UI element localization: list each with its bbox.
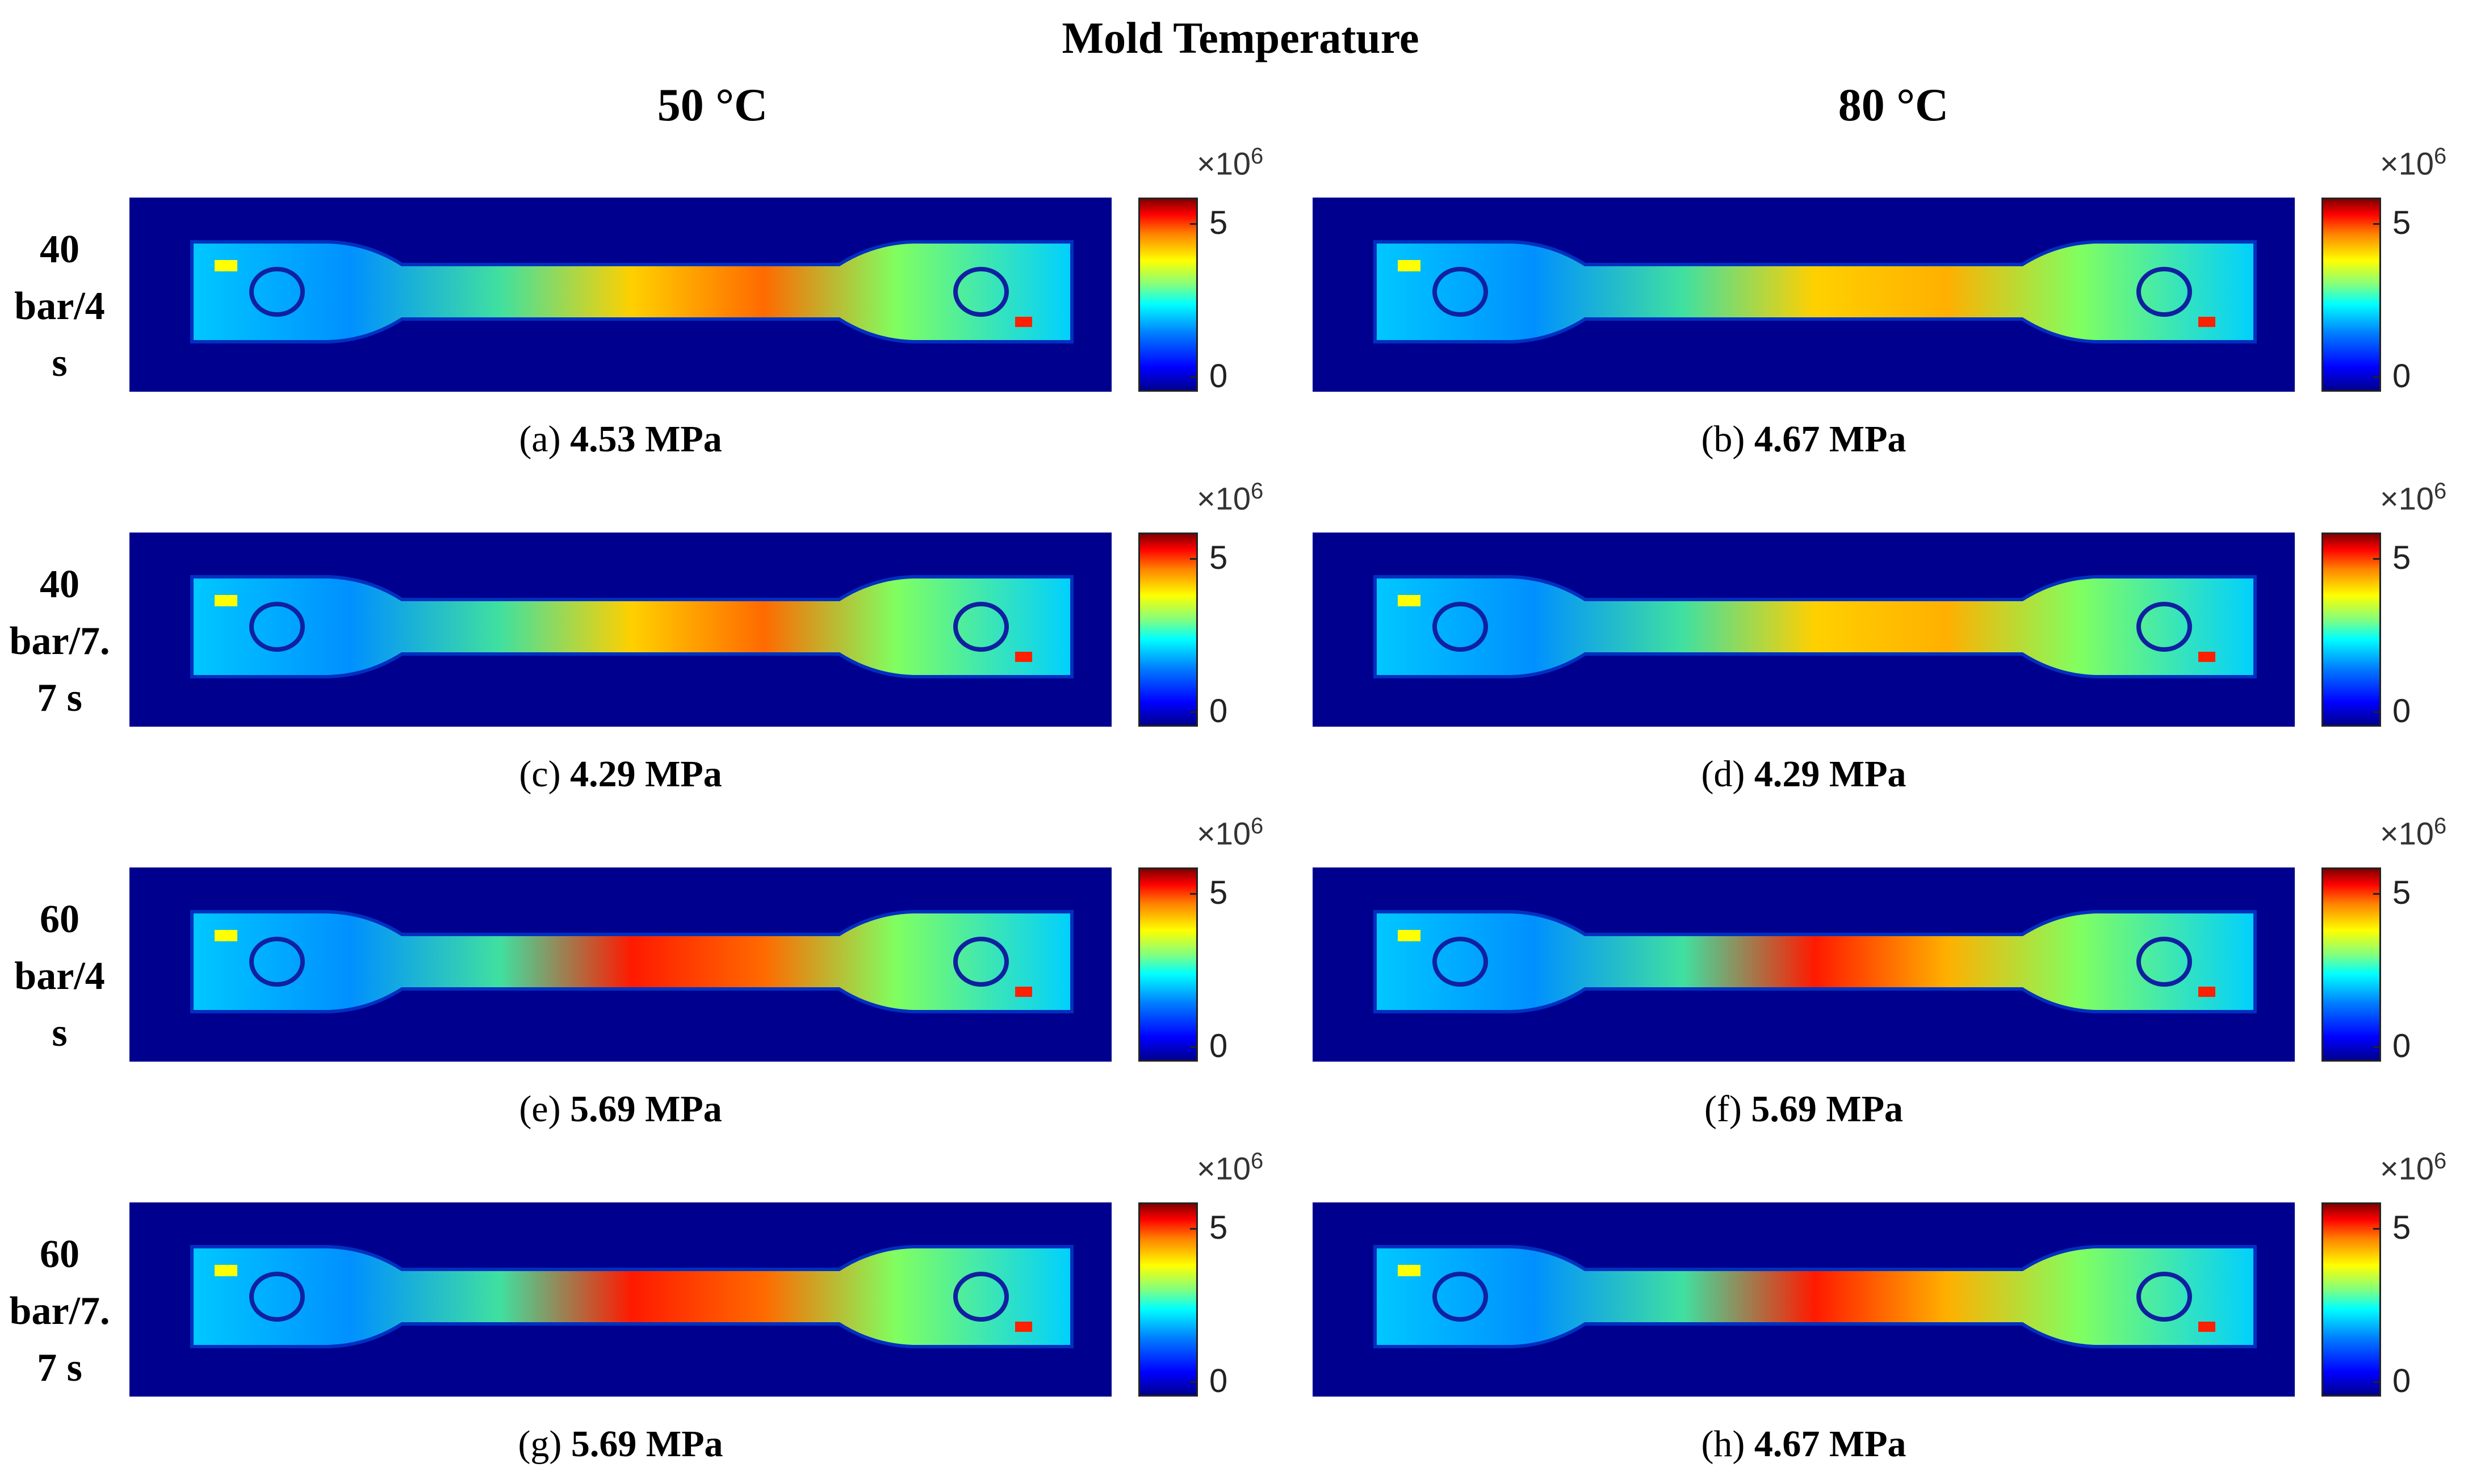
panel-caption: (e) 5.69 MPa <box>519 1088 722 1130</box>
panel-caption: (g) 5.69 MPa <box>518 1423 723 1465</box>
colorbar <box>2321 1202 2381 1397</box>
colorbar-tick-mark <box>1190 558 1198 560</box>
colorbar-multiplier: ×106 <box>1197 479 1264 517</box>
colorbar-multiplier: ×106 <box>2380 814 2447 852</box>
column-title-80c: 80 °C <box>1838 79 1949 131</box>
colorbar-tick-mark <box>1190 223 1198 225</box>
colorbar-tick-label: 5 <box>2392 874 2411 911</box>
specimen-panel <box>1313 533 2295 727</box>
colorbar <box>1138 198 1198 392</box>
panel-caption: (a) 4.53 MPa <box>519 418 722 460</box>
colorbar-tick-mark <box>1190 376 1198 378</box>
colorbar-tick-mark <box>1190 1228 1198 1230</box>
colorbar-tick-label: 0 <box>2392 693 2411 730</box>
colorbar-tick-mark <box>2373 1046 2381 1048</box>
colorbar-tick-label: 5 <box>1209 874 1228 911</box>
colorbar-tick-label: 0 <box>1209 358 1228 395</box>
colorbar-tick-label: 5 <box>2392 204 2411 241</box>
colorbar <box>2321 198 2381 392</box>
stress-map <box>1313 198 2295 392</box>
stress-map <box>129 1202 1112 1397</box>
colorbar <box>2321 867 2381 1062</box>
colorbar-tick-mark <box>2373 1381 2381 1383</box>
colorbar-tick-mark <box>2373 893 2381 895</box>
stress-map <box>129 198 1112 392</box>
colorbar-tick-mark <box>2373 558 2381 560</box>
colorbar-multiplier: ×106 <box>2380 479 2447 517</box>
colorbar-tick-label: 5 <box>2392 539 2411 576</box>
row-label-3: 60 bar/4 s <box>14 898 105 1055</box>
colorbar-tick-mark <box>2373 376 2381 378</box>
colorbar-tick-mark <box>1190 1046 1198 1048</box>
row-label-4: 60 bar/7. 7 s <box>9 1233 110 1390</box>
colorbar-tick-mark <box>1190 1381 1198 1383</box>
colorbar-tick-label: 0 <box>2392 358 2411 395</box>
row-label-1: 40 bar/4 s <box>14 228 105 385</box>
specimen-panel <box>1313 867 2295 1062</box>
colorbar-tick-mark <box>1190 711 1198 713</box>
colorbar <box>2321 533 2381 727</box>
colorbar-tick-label: 0 <box>2392 1363 2411 1399</box>
colorbar-tick-mark <box>2373 223 2381 225</box>
colorbar-tick-label: 5 <box>1209 204 1228 241</box>
stress-map <box>1313 533 2295 727</box>
colorbar-tick-label: 5 <box>1209 539 1228 576</box>
specimen-panel <box>1313 198 2295 392</box>
colorbar-tick-mark <box>2373 1228 2381 1230</box>
colorbar-multiplier: ×106 <box>1197 144 1264 182</box>
panel-caption: (h) 4.67 MPa <box>1701 1423 1906 1465</box>
colorbar <box>1138 1202 1198 1397</box>
specimen-panel <box>1313 1202 2295 1397</box>
colorbar <box>1138 533 1198 727</box>
colorbar <box>1138 867 1198 1062</box>
colorbar-multiplier: ×106 <box>1197 814 1264 852</box>
stress-map <box>129 867 1112 1062</box>
stress-map <box>129 533 1112 727</box>
specimen-panel <box>129 1202 1112 1397</box>
specimen-panel <box>129 533 1112 727</box>
panel-caption: (d) 4.29 MPa <box>1701 753 1906 795</box>
colorbar-tick-label: 0 <box>2392 1028 2411 1064</box>
figure-title: Mold Temperature <box>1062 13 1419 62</box>
stress-map <box>1313 1202 2295 1397</box>
panel-caption: (f) 5.69 MPa <box>1704 1088 1904 1130</box>
row-label-2: 40 bar/7. 7 s <box>9 563 110 720</box>
colorbar-tick-label: 5 <box>1209 1209 1228 1246</box>
colorbar-multiplier: ×106 <box>2380 1148 2447 1187</box>
colorbar-multiplier: ×106 <box>1197 1148 1264 1187</box>
panel-caption: (b) 4.67 MPa <box>1701 418 1906 460</box>
colorbar-tick-label: 0 <box>1209 693 1228 730</box>
colorbar-multiplier: ×106 <box>2380 144 2447 182</box>
colorbar-tick-label: 0 <box>1209 1363 1228 1399</box>
panel-caption: (c) 4.29 MPa <box>519 753 722 795</box>
colorbar-tick-label: 5 <box>2392 1209 2411 1246</box>
colorbar-tick-label: 0 <box>1209 1028 1228 1064</box>
colorbar-tick-mark <box>2373 711 2381 713</box>
column-title-50c: 50 °C <box>657 79 768 131</box>
specimen-panel <box>129 867 1112 1062</box>
colorbar-tick-mark <box>1190 893 1198 895</box>
stress-map <box>1313 867 2295 1062</box>
specimen-panel <box>129 198 1112 392</box>
